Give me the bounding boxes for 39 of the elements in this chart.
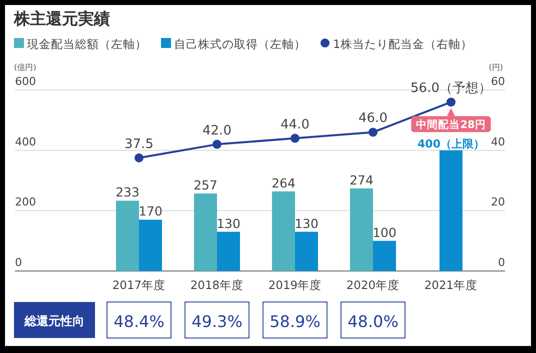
x-tick-label: 2021年度 (424, 278, 478, 292)
data-label: 264 (272, 175, 296, 190)
y2-tick-label: 0 (498, 256, 505, 269)
data-label: 274 (350, 172, 374, 188)
data-label: 100 (372, 224, 396, 240)
y2-tick-label: 40 (491, 135, 505, 148)
y-tick-label: 0 (15, 256, 22, 269)
chart-title: 株主還元実績 (13, 9, 110, 28)
text: 58.9% (270, 312, 320, 331)
y2-axis-title: (円) (488, 63, 503, 72)
legend-label: 現金配当総額（左軸） (27, 37, 147, 51)
annotation: 中間配当28円 (416, 118, 486, 132)
y-axis-title: (億円) (14, 63, 36, 72)
legend-label: 1株当たり配当金（右軸） (333, 37, 472, 51)
y-tick-label: 200 (15, 196, 36, 209)
data-label: 46.0 (358, 111, 388, 126)
y-tick-label: 600 (15, 75, 36, 88)
x-tick-label: 2020年度 (346, 278, 400, 292)
data-label: 130 (294, 216, 318, 231)
x-tick-label: 2019年度 (268, 278, 322, 292)
data-label: 170 (138, 204, 162, 219)
data-label: 42.0 (202, 123, 232, 138)
data-label: 37.5 (124, 136, 154, 152)
data-label: 56.0（予想） (410, 81, 492, 96)
data-label: 400（上限） (418, 137, 484, 150)
x-tick-label: 2018年度 (190, 278, 244, 292)
y2-tick-label: 60 (491, 75, 505, 88)
text: 48.0% (348, 312, 398, 331)
data-label: 257 (194, 177, 218, 192)
text: 48.4% (114, 312, 164, 331)
data-label: 130 (216, 216, 240, 231)
legend-label: 自己株式の取得（左軸） (174, 37, 306, 51)
y-tick-label: 400 (15, 135, 36, 148)
data-label: 233 (116, 184, 140, 200)
text: 49.3% (192, 312, 242, 331)
data-label: 44.0 (280, 117, 310, 132)
text: 総還元性向 (24, 314, 84, 328)
x-tick-label: 2017年度 (112, 278, 166, 292)
y2-tick-label: 20 (491, 196, 505, 209)
